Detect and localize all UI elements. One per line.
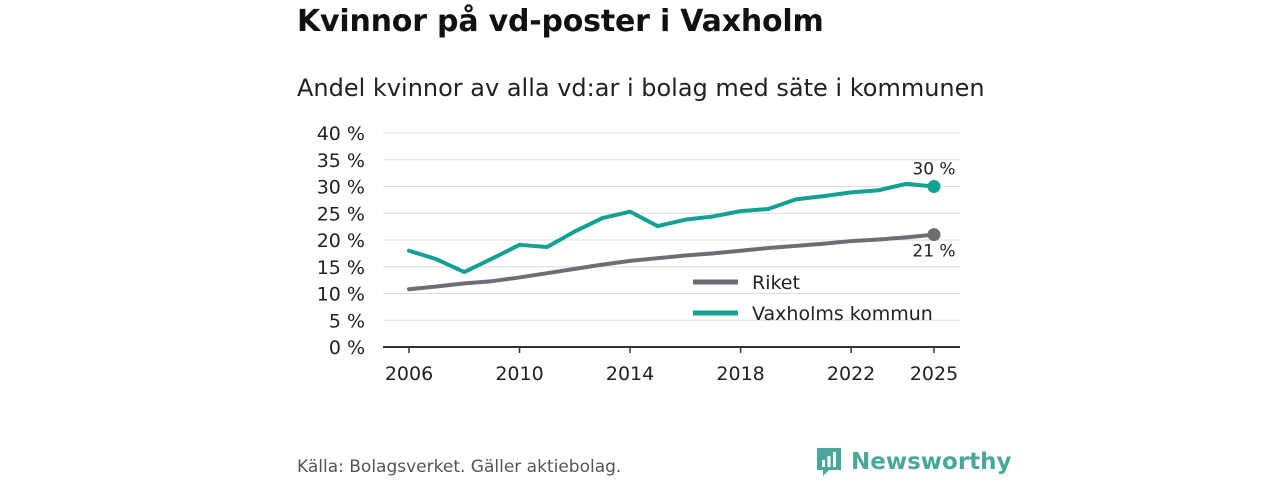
y-tick-label: 35 % xyxy=(317,150,365,172)
y-tick-label: 40 % xyxy=(317,123,365,145)
x-tick-label: 2022 xyxy=(827,363,875,385)
legend: Riket Vaxholms kommun xyxy=(693,272,933,325)
data-label-riket: 21 % xyxy=(912,242,955,262)
x-axis-ticks: 2006 2010 2014 2018 2022 2025 xyxy=(385,347,958,385)
legend-label-riket: Riket xyxy=(752,272,800,294)
x-tick-label: 2018 xyxy=(716,363,764,385)
y-tick-label: 5 % xyxy=(329,310,365,332)
source-note: Källa: Bolagsverket. Gäller aktiebolag. xyxy=(297,457,622,477)
y-tick-label: 0 % xyxy=(329,337,365,359)
series-line-riket xyxy=(407,232,936,292)
newsworthy-logo-icon xyxy=(817,448,841,476)
chart-subtitle: Andel kvinnor av alla vd:ar i bolag med … xyxy=(297,74,985,102)
legend-label-vaxholms-kommun: Vaxholms kommun xyxy=(752,303,933,325)
gridlines xyxy=(383,132,960,321)
y-tick-label: 30 % xyxy=(317,177,365,199)
y-axis-ticks: 0 % 5 % 10 % 15 % 20 % 25 % 30 % 35 % 40 % xyxy=(317,123,365,359)
x-tick-label: 2006 xyxy=(385,363,433,385)
series-end-point-vaxholms-kommun xyxy=(927,180,941,193)
chart-title: Kvinnor på vd-poster i Vaxholm xyxy=(297,4,824,39)
x-tick-label: 2025 xyxy=(910,363,958,385)
brand-name: Newsworthy xyxy=(851,449,1012,475)
y-tick-label: 15 % xyxy=(317,257,365,279)
brand-logo: Newsworthy xyxy=(815,446,1012,478)
series-line-vaxholms-kommun xyxy=(407,181,936,275)
y-tick-label: 10 % xyxy=(317,284,365,306)
y-tick-label: 25 % xyxy=(317,203,365,225)
series-lines: 21 % 30 % xyxy=(407,160,956,292)
x-tick-label: 2010 xyxy=(495,363,543,385)
data-label-vaxholms-kommun: 30 % xyxy=(912,160,955,180)
series-end-point-riket xyxy=(927,228,941,242)
y-tick-label: 20 % xyxy=(317,230,365,252)
x-tick-label: 2014 xyxy=(606,363,654,385)
